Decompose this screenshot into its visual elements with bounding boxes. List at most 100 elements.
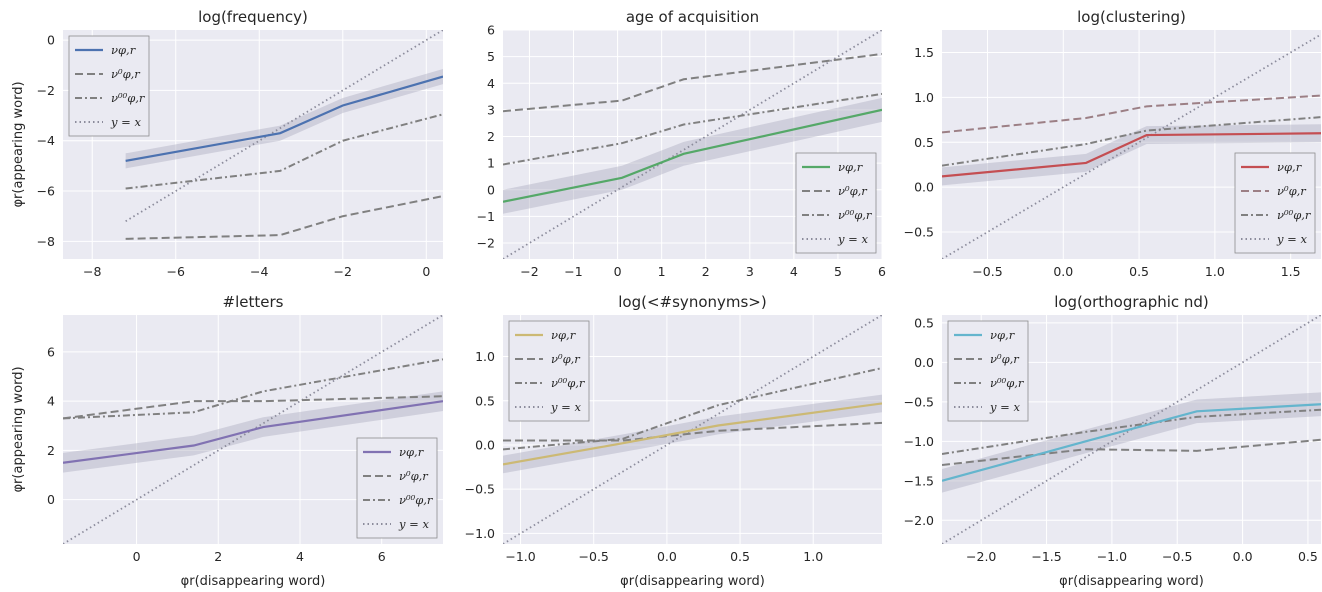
y-tick-label: −6 (37, 184, 55, 199)
series-line-nu00 (125, 113, 443, 190)
series-line-nu (942, 132, 1321, 178)
legend-label-nu0: ν⁰φ,r (399, 469, 429, 483)
y-tick-label: 1 (487, 156, 495, 171)
series-line-nu00 (942, 116, 1321, 167)
series-line-nu0 (942, 438, 1321, 467)
series-line-nu (503, 108, 882, 203)
confidence-band (942, 392, 1321, 493)
plot-area (125, 30, 443, 240)
x-tick-label: 0 (614, 264, 622, 279)
legend-frame (795, 152, 877, 254)
x-tick-label: 1 (658, 264, 666, 279)
legend-label-identity: y = x (398, 517, 429, 531)
x-tick-label: −2.0 (966, 549, 996, 564)
legend-frame (356, 437, 438, 539)
chart-title: log(clustering) (1077, 8, 1186, 26)
y-tick-label: 6 (47, 344, 55, 359)
chart-panel-5: −1.0 −0.5 0.0 0.5 1.0 −1.0 −0.5 0.0 0.5 1.0 log(<#… (465, 293, 882, 589)
x-tick-label: 0.0 (1053, 264, 1073, 279)
x-tick-label: 2 (214, 549, 222, 564)
legend-label-nu: νφ,r (838, 160, 864, 174)
series-line-nu0 (942, 94, 1321, 134)
legend-label-nu00: ν⁰⁰φ,r (399, 493, 434, 507)
y-axis-label: φr(appearing word) (11, 81, 26, 207)
y-tick-label: −2.0 (904, 513, 934, 528)
legend-label-nu: νφ,r (111, 43, 137, 57)
y-tick-label: −4 (37, 133, 55, 148)
legend-frame (508, 320, 590, 422)
legend: νφ,r ν⁰φ,r ν⁰⁰φ,r y = x (356, 437, 438, 539)
legend-frame (1234, 152, 1316, 254)
legend-label-nu0: ν⁰φ,r (838, 184, 868, 198)
plot-area (942, 315, 1321, 544)
series-line-identity (942, 33, 1321, 259)
y-tick-label: 3 (487, 102, 495, 117)
y-tick-label: −1.5 (904, 473, 934, 488)
y-tick-label: 4 (47, 394, 55, 409)
y-tick-label: 1.0 (475, 349, 495, 364)
legend-label-identity: y = x (837, 232, 868, 246)
legend-label-nu00: ν⁰⁰φ,r (838, 208, 873, 222)
y-tick-label: −0.5 (904, 394, 934, 409)
chart-title: log(frequency) (198, 8, 308, 26)
legend-label-nu0: ν⁰φ,r (1277, 184, 1307, 198)
x-tick-label: 5 (834, 264, 842, 279)
y-tick-label: −1.0 (465, 526, 495, 541)
chart-title: log(<#synonyms>) (618, 293, 766, 311)
x-axis-label: φr(disappearing word) (1059, 574, 1204, 589)
chart-panel-1: −8 −6 −4 −2 0 −8 −6 −4 −2 0 log(frequency) νφ,r ν⁰φ,… (11, 8, 443, 279)
plot-area (503, 315, 882, 544)
y-tick-label: 0 (487, 182, 495, 197)
legend: νφ,r ν⁰φ,r ν⁰⁰φ,r y = x (795, 152, 877, 254)
chart-panel-2: −2 −1 0 1 2 3 4 5 6 −2 −1 0 1 2 3 4 5 6 age of acquisition… (477, 8, 886, 279)
confidence-band (125, 69, 443, 169)
x-tick-label: 6 (878, 264, 886, 279)
x-tick-label: 6 (378, 549, 386, 564)
legend-label-nu0: ν⁰φ,r (551, 352, 581, 366)
x-tick-label: −1.0 (1097, 549, 1127, 564)
x-tick-label: −6 (167, 264, 185, 279)
x-tick-label: −1.5 (1031, 549, 1061, 564)
y-tick-label: 2 (47, 443, 55, 458)
series-line-nu00 (503, 92, 882, 166)
x-tick-label: 0.5 (1298, 549, 1318, 564)
x-tick-label: −2 (520, 264, 538, 279)
x-tick-label: −1 (564, 264, 582, 279)
x-axis-label: φr(disappearing word) (181, 574, 326, 589)
y-tick-label: 6 (487, 23, 495, 38)
y-tick-label: 0.0 (914, 355, 934, 370)
legend: νφ,r ν⁰φ,r ν⁰⁰φ,r y = x (508, 320, 590, 422)
y-tick-label: 2 (487, 129, 495, 144)
legend-label-nu: νφ,r (399, 445, 425, 459)
x-tick-label: 0.0 (1233, 549, 1253, 564)
confidence-band (942, 124, 1321, 186)
x-tick-label: −0.5 (972, 264, 1002, 279)
legend-label-nu: νφ,r (1277, 160, 1303, 174)
chart-panel-6: −2.0 −1.5 −1.0 −0.5 0.0 0.5 −2.0 −1.5 −1.0 −0.5 0.… (904, 293, 1321, 589)
legend-label-identity: y = x (1276, 232, 1307, 246)
y-tick-label: 0.5 (914, 135, 934, 150)
chart-title: #letters (223, 293, 284, 311)
y-tick-label: 0.0 (475, 437, 495, 452)
y-tick-label: −1 (477, 209, 495, 224)
legend-label-nu00: ν⁰⁰φ,r (551, 376, 586, 390)
series-line-nu0 (125, 195, 443, 240)
x-tick-label: −2 (334, 264, 352, 279)
x-tick-label: 1.0 (1205, 264, 1225, 279)
plot-area (63, 315, 443, 544)
series-line-nu (942, 403, 1321, 482)
chart-panel-3: −0.5 0.0 0.5 1.0 1.5 −0.5 0.0 0.5 1.0 1.5 log(clus… (904, 8, 1321, 279)
y-tick-label: −0.5 (465, 482, 495, 497)
plot-area (503, 30, 882, 259)
legend-label-identity: y = x (110, 115, 141, 129)
y-tick-label: −2 (477, 236, 495, 251)
series-line-nu00 (63, 358, 443, 420)
x-tick-label: 1.5 (1281, 264, 1301, 279)
y-tick-label: −2 (37, 83, 55, 98)
x-tick-label: 0.5 (1129, 264, 1149, 279)
x-tick-label: −0.5 (1162, 549, 1192, 564)
legend-frame (947, 320, 1029, 422)
legend-label-nu00: ν⁰⁰φ,r (111, 91, 146, 105)
legend: νφ,r ν⁰φ,r ν⁰⁰φ,r y = x (68, 35, 150, 137)
